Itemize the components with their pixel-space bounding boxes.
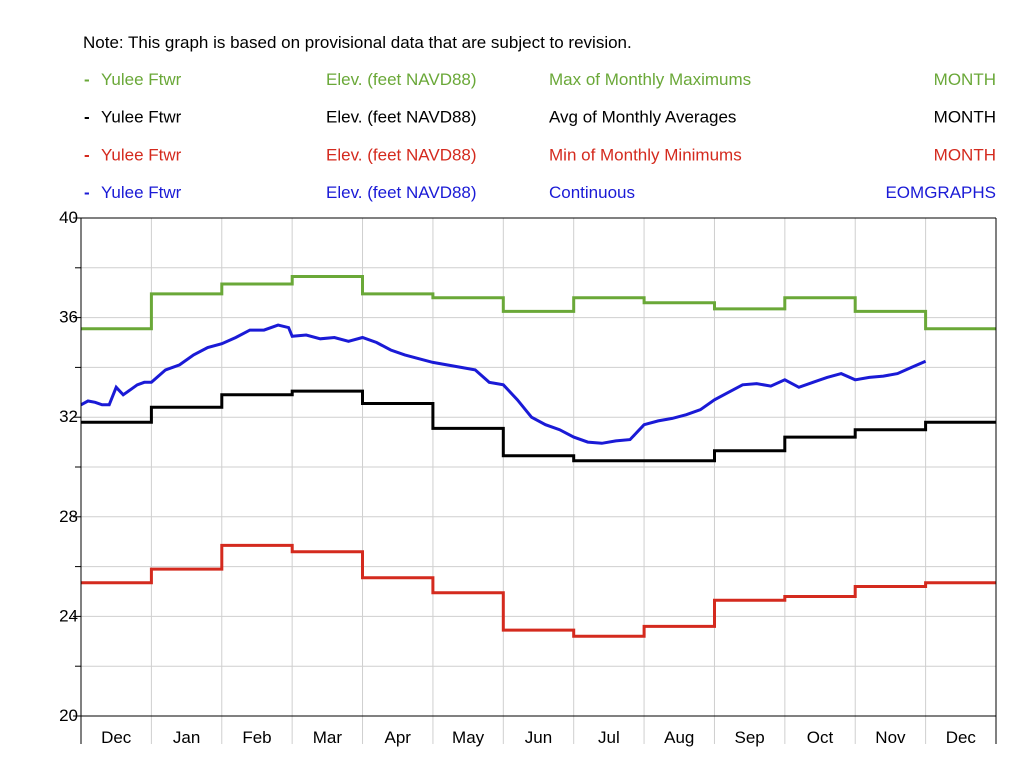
series-line-3 [80, 323, 927, 445]
x-tick-label: Mar [313, 728, 343, 747]
y-tick-label: 28 [59, 507, 78, 526]
chart-note: Note: This graph is based on provisional… [83, 33, 632, 52]
chart-axes: 20 24 28 32 36 40 Dec Jan Feb Mar Apr May Jun Jul Aug S… [59, 208, 997, 747]
y-tick-label: 24 [59, 606, 78, 625]
legend-statistic: Max of Monthly Maximums [549, 70, 751, 89]
legend-statistic: Avg of Monthly Averages [549, 108, 736, 127]
x-tick-label: Oct [807, 728, 834, 747]
y-tick-label: 36 [59, 308, 78, 327]
legend-statistic: Min of Monthly Minimums [549, 145, 742, 164]
legend-parameter: Elev. (feet NAVD88) [326, 183, 477, 202]
legend-statistic: Continuous [549, 183, 635, 202]
chart-legend: Note: This graph is based on provisional… [83, 33, 996, 202]
legend-dash: - [84, 70, 90, 89]
x-tick-label: Apr [384, 728, 411, 747]
x-tick-label: Nov [875, 728, 906, 747]
legend-station: Yulee Ftwr [101, 108, 182, 127]
x-tick-label: Jun [525, 728, 552, 747]
legend-dash: - [84, 183, 90, 202]
legend-interval: MONTH [934, 145, 996, 164]
chart-series [80, 275, 996, 638]
legend-station: Yulee Ftwr [101, 183, 182, 202]
chart-grid [81, 217, 996, 744]
legend-station: Yulee Ftwr [101, 145, 182, 164]
legend-dash: - [84, 145, 90, 164]
legend-interval: MONTH [934, 108, 996, 127]
series-line-0 [81, 275, 996, 331]
x-tick-label: Sep [735, 728, 765, 747]
legend-parameter: Elev. (feet NAVD88) [326, 145, 477, 164]
y-tick-label: 40 [59, 208, 78, 227]
x-tick-label: Feb [242, 728, 271, 747]
x-tick-label: Jan [173, 728, 200, 747]
legend-station: Yulee Ftwr [101, 70, 182, 89]
y-tick-label: 20 [59, 706, 78, 725]
x-tick-label: May [452, 728, 485, 747]
legend-parameter: Elev. (feet NAVD88) [326, 70, 477, 89]
legend-interval: MONTH [934, 70, 996, 89]
series-line-2 [81, 543, 996, 638]
series-line-1 [81, 389, 996, 463]
legend-dash: - [84, 108, 90, 127]
legend-parameter: Elev. (feet NAVD88) [326, 108, 477, 127]
y-tick-label: 32 [59, 407, 78, 426]
x-tick-label: Jul [598, 728, 620, 747]
x-tick-label: Dec [101, 728, 132, 747]
x-tick-label: Aug [664, 728, 694, 747]
x-tick-label: Dec [946, 728, 977, 747]
legend-interval: EOMGRAPHS [885, 183, 996, 202]
